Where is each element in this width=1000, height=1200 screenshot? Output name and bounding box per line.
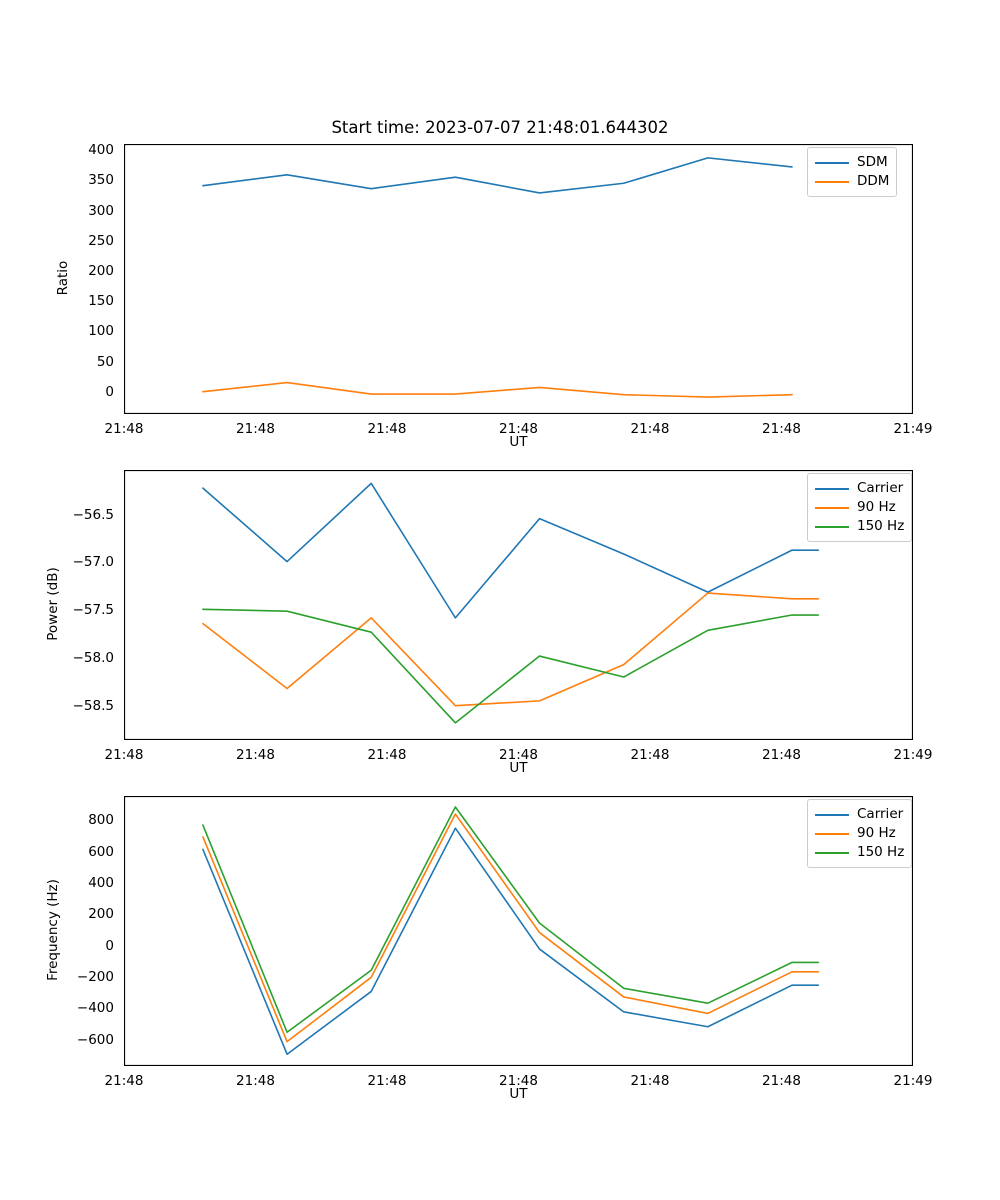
legend-line-swatch-icon bbox=[815, 161, 849, 164]
y-tick-label: 300 bbox=[88, 202, 114, 219]
x-tick-label: 21:48 bbox=[104, 747, 144, 763]
legend-label: SDM bbox=[857, 154, 888, 170]
ratio-xaxis-label: UT bbox=[509, 434, 528, 450]
y-tick-label: −56.5 bbox=[72, 506, 114, 523]
series-line-150-hz bbox=[202, 806, 820, 1034]
x-tick-label: 21:48 bbox=[499, 421, 538, 437]
x-tick-label: 21:48 bbox=[367, 421, 407, 437]
legend-line-swatch-icon bbox=[815, 832, 849, 835]
legend-label: DDM bbox=[857, 173, 890, 189]
series-line-sdm bbox=[202, 157, 793, 194]
power-subplot bbox=[124, 470, 913, 740]
x-tick-label: 21:48 bbox=[367, 1073, 407, 1089]
legend-label: 150 Hz bbox=[857, 518, 905, 534]
y-tick-label: 100 bbox=[88, 323, 114, 340]
x-tick-label: 21:48 bbox=[630, 1073, 670, 1089]
legend-line-swatch-icon bbox=[815, 180, 849, 183]
series-line-90-hz bbox=[202, 592, 820, 707]
legend-line-swatch-icon bbox=[815, 813, 849, 816]
x-tick-label: 21:48 bbox=[104, 421, 144, 437]
legend-label: 90 Hz bbox=[857, 825, 896, 841]
power-xaxis-label: UT bbox=[509, 760, 528, 776]
x-tick-label: 21:48 bbox=[499, 747, 538, 763]
legend-entry[interactable]: 90 Hz bbox=[815, 824, 904, 843]
frequency-plot-area bbox=[124, 796, 913, 1066]
x-tick-label: 21:48 bbox=[630, 747, 670, 763]
ratio-plot-area bbox=[124, 144, 913, 414]
x-tick-label: 21:48 bbox=[762, 747, 801, 763]
axes-frame bbox=[124, 144, 913, 414]
x-tick-label: 21:48 bbox=[762, 1073, 801, 1089]
legend-entry[interactable]: 150 Hz bbox=[815, 517, 904, 536]
x-tick-label: 21:48 bbox=[236, 747, 275, 763]
y-tick-label: 400 bbox=[88, 142, 114, 159]
power-legend[interactable]: Carrier 90 Hz 150 Hz bbox=[807, 473, 913, 542]
legend-entry[interactable]: SDM bbox=[815, 153, 889, 172]
legend-line-swatch-icon bbox=[815, 487, 849, 490]
frequency-legend[interactable]: Carrier 90 Hz 150 Hz bbox=[807, 799, 913, 868]
y-tick-label: −400 bbox=[76, 1000, 114, 1017]
frequency-subplot bbox=[124, 796, 913, 1066]
y-tick-label: 400 bbox=[88, 874, 114, 891]
series-line-150-hz bbox=[202, 608, 820, 724]
y-tick-label: 350 bbox=[88, 172, 114, 189]
series-line-ddm bbox=[202, 381, 793, 398]
ratio-subplot bbox=[124, 144, 913, 414]
x-tick-label: 21:48 bbox=[367, 747, 407, 763]
axes-frame bbox=[124, 796, 913, 1066]
legend-label: 90 Hz bbox=[857, 499, 896, 515]
x-tick-label: 21:48 bbox=[499, 1073, 538, 1089]
y-tick-label: −600 bbox=[76, 1031, 114, 1048]
figure-title: Start time: 2023-07-07 21:48:01.644302 bbox=[331, 118, 669, 137]
y-tick-label: −58.0 bbox=[72, 649, 114, 666]
y-tick-label: −58.5 bbox=[72, 697, 114, 714]
x-tick-label: 21:49 bbox=[893, 421, 933, 437]
axes-frame bbox=[124, 470, 913, 740]
y-tick-label: −57.0 bbox=[72, 554, 114, 571]
series-line-carrier bbox=[202, 482, 820, 619]
x-tick-label: 21:48 bbox=[630, 421, 670, 437]
legend-label: Carrier bbox=[857, 806, 904, 822]
legend-entry[interactable]: DDM bbox=[815, 172, 889, 191]
frequency-xaxis-label: UT bbox=[509, 1086, 528, 1102]
legend-line-swatch-icon bbox=[815, 525, 849, 528]
y-tick-label: 200 bbox=[88, 906, 114, 923]
legend-label: Carrier bbox=[857, 480, 904, 496]
y-tick-label: 800 bbox=[88, 812, 114, 829]
y-tick-label: 200 bbox=[88, 263, 114, 280]
legend-entry[interactable]: 150 Hz bbox=[815, 843, 904, 862]
legend-line-swatch-icon bbox=[815, 506, 849, 509]
series-line-carrier bbox=[202, 827, 820, 1056]
x-tick-label: 21:48 bbox=[104, 1073, 144, 1089]
y-tick-label: −200 bbox=[76, 969, 114, 986]
legend-entry[interactable]: Carrier bbox=[815, 805, 904, 824]
x-tick-label: 21:48 bbox=[236, 1073, 275, 1089]
ratio-legend[interactable]: SDM DDM bbox=[807, 147, 898, 197]
x-tick-label: 21:48 bbox=[762, 421, 801, 437]
y-tick-label: 600 bbox=[88, 843, 114, 860]
legend-entry[interactable]: 90 Hz bbox=[815, 498, 904, 517]
y-tick-label: 0 bbox=[105, 937, 114, 954]
y-tick-label: 250 bbox=[88, 232, 114, 249]
x-tick-label: 21:48 bbox=[236, 421, 275, 437]
y-tick-label: 150 bbox=[88, 293, 114, 310]
frequency-yaxis-label: Frequency (Hz) bbox=[45, 879, 61, 981]
x-tick-label: 21:49 bbox=[893, 747, 933, 763]
power-yaxis-label: Power (dB) bbox=[45, 567, 61, 641]
series-line-90-hz bbox=[202, 813, 820, 1043]
legend-label: 150 Hz bbox=[857, 844, 905, 860]
power-plot-area bbox=[124, 470, 913, 740]
y-tick-label: 0 bbox=[105, 383, 114, 400]
legend-line-swatch-icon bbox=[815, 851, 849, 854]
legend-entry[interactable]: Carrier bbox=[815, 479, 904, 498]
ratio-yaxis-label: Ratio bbox=[55, 260, 71, 296]
x-tick-label: 21:49 bbox=[893, 1073, 933, 1089]
y-tick-label: −57.5 bbox=[72, 602, 114, 619]
y-tick-label: 50 bbox=[96, 353, 114, 370]
